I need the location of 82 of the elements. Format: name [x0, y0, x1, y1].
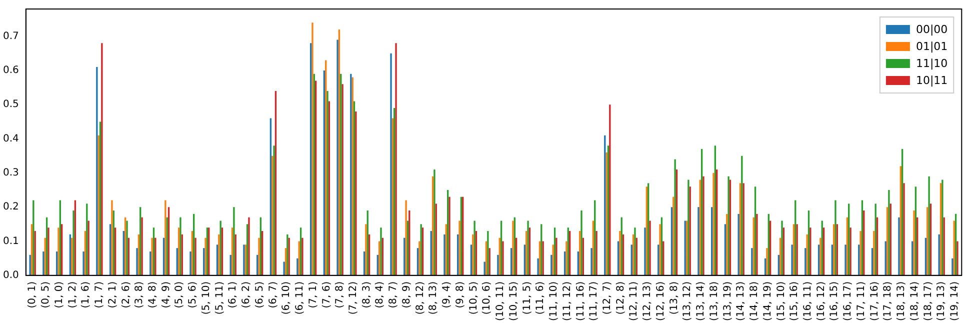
x-tick-label: (12, 11) — [628, 281, 640, 321]
x-tick-label: (6, 2) — [241, 281, 252, 308]
x-tick-label: (4, 9) — [160, 281, 172, 308]
y-tick-label: 0.3 — [2, 168, 19, 179]
x-tick-label: (7, 8) — [334, 281, 346, 308]
x-tick-label: (17, 18) — [882, 281, 894, 321]
x-tick-label: (6, 11) — [294, 281, 306, 315]
x-tick-label: (8, 13) — [428, 281, 440, 315]
x-tick-label: (11, 5) — [522, 281, 533, 315]
x-tick-label: (1, 6) — [80, 281, 92, 308]
x-tick-label: (10, 11) — [495, 281, 506, 321]
x-tick-label: (17, 16) — [869, 281, 880, 321]
x-tick-label: (13, 12) — [682, 281, 694, 321]
x-tick-label: (14, 13) — [736, 281, 747, 321]
x-tick-label: (6, 10) — [281, 281, 292, 315]
x-tick-label: (18, 14) — [909, 281, 920, 321]
x-tick-label: (5, 10) — [200, 281, 212, 315]
y-tick-label: 0.4 — [2, 133, 19, 144]
x-tick-label: (12, 8) — [615, 281, 626, 315]
x-tick-label: (12, 16) — [655, 281, 666, 321]
x-tick-label: (9, 8) — [454, 281, 466, 308]
legend-label: 11|10 — [916, 56, 948, 70]
x-tick-label: (5, 0) — [174, 281, 186, 308]
x-tick-label: (18, 13) — [896, 281, 908, 321]
legend-label: 01|01 — [916, 40, 948, 53]
x-tick-label: (15, 16) — [789, 281, 800, 321]
y-tick-label: 0.0 — [2, 270, 19, 281]
x-tick-label: (17, 11) — [856, 281, 867, 321]
x-tick-label: (11, 17) — [588, 281, 600, 321]
x-tick-label: (18, 17) — [922, 281, 934, 321]
x-tick-label: (11, 16) — [575, 281, 586, 321]
x-tick-label: (7, 12) — [348, 281, 360, 315]
x-tick-label: (11, 12) — [562, 281, 573, 321]
x-tick-label: (7, 1) — [308, 281, 319, 308]
x-tick-label: (16, 15) — [829, 281, 840, 321]
x-tick-label: (13, 14) — [696, 281, 707, 321]
x-tick-label: (6, 7) — [268, 281, 279, 308]
x-tick-label: (6, 5) — [254, 281, 266, 308]
x-tick-label: (13, 18) — [708, 281, 720, 321]
x-tick-label: (16, 17) — [842, 281, 854, 321]
x-tick-label: (8, 3) — [361, 281, 372, 308]
x-tick-label: (5, 6) — [188, 281, 199, 308]
x-tick-label: (16, 12) — [816, 281, 827, 321]
x-tick-label: (2, 1) — [107, 281, 118, 308]
x-tick-label: (8, 7) — [388, 281, 400, 308]
x-tick-label: (16, 11) — [802, 281, 814, 321]
legend-label: 10|11 — [916, 74, 948, 87]
x-tick-label: (10, 15) — [508, 281, 520, 321]
x-tick-label: (3, 8) — [134, 281, 146, 308]
x-tick-label: (5, 11) — [214, 281, 226, 315]
x-tick-label: (1, 2) — [67, 281, 78, 308]
x-tick-label: (9, 4) — [442, 281, 453, 308]
x-tick-label: (19, 14) — [950, 281, 961, 321]
x-tick-label: (14, 18) — [749, 281, 760, 321]
x-tick-label: (15, 10) — [776, 281, 787, 321]
x-tick-label: (11, 10) — [548, 281, 560, 321]
y-tick-label: 0.7 — [2, 30, 19, 42]
y-tick-label: 0.5 — [2, 99, 19, 110]
x-tick-label: (6, 1) — [228, 281, 239, 308]
x-tick-label: (0, 5) — [40, 281, 52, 308]
legend-label: 00|00 — [916, 22, 948, 36]
x-tick-label: (0, 1) — [27, 281, 38, 308]
x-tick-label: (13, 8) — [668, 281, 680, 315]
x-tick-label: (8, 9) — [401, 281, 412, 308]
x-tick-label: (12, 13) — [642, 281, 654, 321]
x-tick-label: (4, 8) — [147, 281, 158, 308]
y-tick-label: 0.2 — [2, 202, 19, 213]
x-tick-label: (11, 6) — [535, 281, 546, 315]
x-tick-label: (1, 7) — [94, 281, 106, 308]
x-tick-label: (1, 0) — [54, 281, 65, 308]
x-tick-label: (10, 6) — [482, 281, 493, 315]
y-tick-label: 0.1 — [2, 236, 19, 247]
x-tick-label: (12, 7) — [602, 281, 613, 315]
x-tick-label: (7, 6) — [321, 281, 332, 308]
x-tick-label: (8, 12) — [414, 281, 426, 315]
y-tick-label: 0.6 — [2, 65, 19, 76]
x-tick-label: (19, 13) — [936, 281, 948, 321]
x-tick-label: (14, 19) — [762, 281, 774, 321]
x-tick-label: (2, 6) — [120, 281, 132, 308]
x-tick-label: (10, 5) — [468, 281, 480, 315]
x-tick-label: (8, 4) — [374, 281, 386, 308]
x-tick-label: (13, 19) — [722, 281, 734, 321]
